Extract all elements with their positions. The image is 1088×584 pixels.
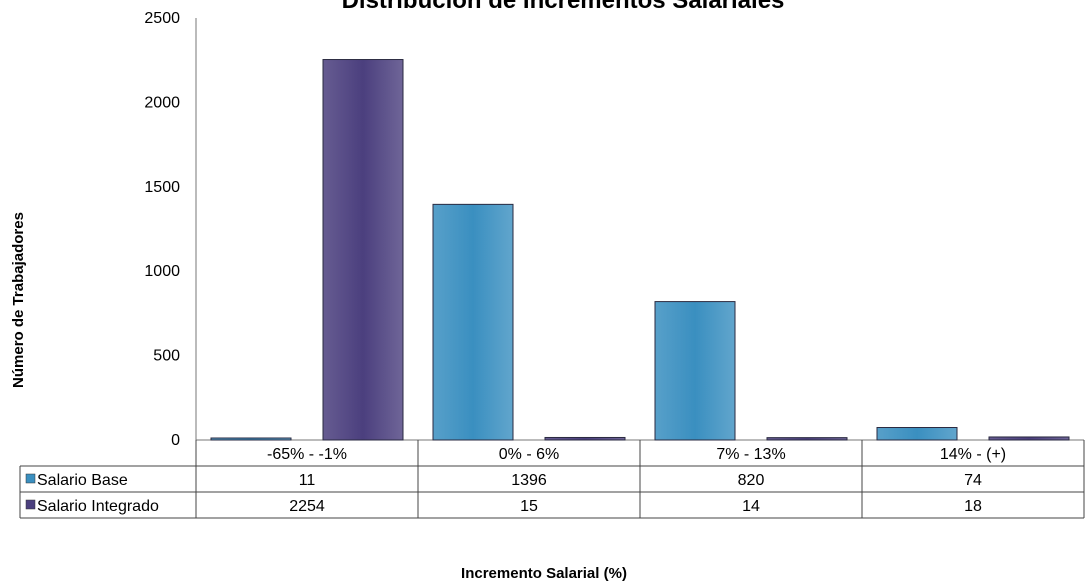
y-tick-label: 1000	[144, 263, 180, 280]
chart-title: Distribución de Incrementos Salariales	[342, 0, 785, 14]
data-label: 18	[964, 498, 982, 515]
bar-salario-base	[210, 437, 292, 441]
legend-swatch	[25, 473, 36, 484]
bar-salario-integrado	[544, 436, 626, 441]
y-tick-label: 2000	[144, 94, 180, 111]
legend-swatch	[25, 499, 36, 510]
x-axis-label: Incremento Salarial (%)	[461, 565, 627, 582]
data-label: 14	[742, 498, 760, 515]
y-tick-label: 1500	[144, 179, 180, 196]
bar-salario-integrado	[322, 59, 404, 441]
bar-salario-base	[432, 203, 514, 441]
y-tick-label: 2500	[144, 10, 180, 27]
x-tick-label: 0% - 6%	[499, 446, 559, 463]
bar-salario-integrado	[766, 437, 848, 441]
data-label: 74	[964, 472, 982, 489]
data-label: 2254	[289, 498, 325, 515]
bar-salario-base	[654, 301, 736, 441]
data-label: 1396	[511, 472, 547, 489]
legend-label: Salario Integrado	[37, 498, 159, 515]
x-tick-label: 7% - 13%	[716, 446, 785, 463]
y-tick-label: 0	[171, 432, 180, 449]
y-axis-label: Número de Trabajadores	[10, 212, 27, 388]
data-label: 11	[299, 472, 316, 489]
data-label: 820	[738, 472, 765, 489]
bar-salario-integrado	[988, 436, 1070, 441]
y-tick-label: 500	[153, 348, 180, 365]
bar-salario-base	[876, 427, 958, 441]
x-tick-label: 14% - (+)	[940, 446, 1006, 463]
x-tick-label: -65% - -1%	[267, 446, 347, 463]
data-label: 15	[520, 498, 538, 515]
legend-label: Salario Base	[37, 472, 128, 489]
